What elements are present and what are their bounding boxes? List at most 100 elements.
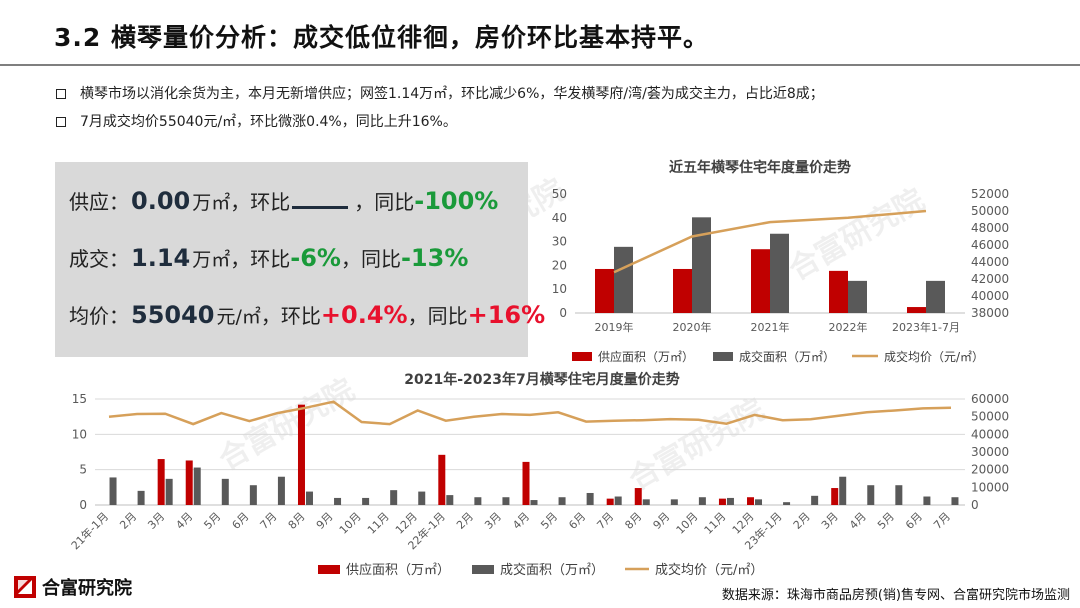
bar-supply [829, 270, 848, 313]
bar-deal [783, 502, 791, 505]
bar-supply [522, 461, 530, 505]
y2-tick-label: 30000 [971, 445, 1009, 459]
y2-tick-label: 10000 [971, 480, 1009, 494]
y-tick-label: 15 [72, 392, 87, 406]
bar-deal [848, 280, 867, 313]
bar-deal [165, 478, 173, 505]
legend-label: 成交面积（万㎡） [739, 349, 835, 364]
x-tick-label: 2019年 [595, 320, 634, 334]
x-tick-label: 21年-1月 [68, 509, 111, 552]
price-line [108, 400, 952, 426]
bullet-text: 7月成交均价55040元/㎡，环比微涨0.4%，同比上升16%。 [80, 114, 457, 130]
x-tick-label: 7月 [931, 510, 953, 532]
kpi-yoy-value: -100% [414, 187, 499, 215]
bar-supply [438, 454, 446, 505]
bar-deal [502, 497, 510, 505]
bar-deal [698, 497, 706, 505]
kpi-deal: 成交： 1.14 万㎡ ，环比 -6% ，同比 -13% [69, 243, 468, 272]
bar-deal [474, 497, 482, 505]
kpi-yoy-label: ，同比 [340, 247, 401, 271]
legend-label: 成交面积（万㎡） [500, 562, 604, 578]
title-divider [0, 64, 1080, 66]
bar-supply [634, 488, 642, 505]
y2-tick-label: 48000 [971, 221, 1009, 235]
x-tick-label: 7月 [258, 510, 280, 532]
kpi-mom-value: -6% [290, 244, 341, 272]
kpi-mom-label: ，环比 [230, 247, 291, 271]
y2-tick-label: 0 [971, 498, 979, 512]
x-tick-label: 9月 [651, 510, 673, 532]
x-tick-label: 11月 [365, 510, 392, 537]
bar-deal [614, 246, 633, 313]
bar-deal [726, 497, 734, 505]
y2-tick-label: 52000 [971, 187, 1009, 201]
kpi-mom-label: ，环比 [260, 304, 321, 328]
kpi-yoy-label: ，同比 [354, 190, 415, 214]
kpi-value: 1.14 [131, 244, 191, 272]
bar-supply [747, 497, 755, 505]
y-tick-label: 20 [552, 258, 567, 272]
x-tick-label: 6月 [903, 510, 925, 532]
kpi-unit: 万㎡ [192, 249, 231, 271]
x-tick-label: 10月 [674, 510, 701, 537]
y2-tick-label: 40000 [971, 427, 1009, 441]
footer-logo: 合富研究院 [14, 574, 132, 600]
bar-deal [895, 485, 903, 505]
x-tick-label: 4月 [173, 510, 195, 532]
no-change-dash [292, 206, 349, 209]
y-tick-label: 30 [552, 235, 567, 249]
bar-deal [446, 495, 454, 505]
kpi-label: 供应： [69, 190, 129, 214]
bar-supply [718, 498, 726, 505]
bar-deal [670, 499, 678, 505]
bullet-item: 横琴市场以消化余货为主，本月无新增供应；网签1.14万㎡，环比减少6%，华发横琴… [56, 80, 824, 108]
y2-tick-label: 46000 [971, 238, 1009, 252]
bar-deal [923, 496, 931, 505]
bar-deal [586, 492, 594, 505]
kpi-mom-value: +0.4% [320, 301, 408, 329]
x-tick-label: 8月 [286, 510, 308, 532]
page-title: 3.2 横琴量价分析：成交低位徘徊，房价环比基本持平。 [54, 23, 709, 52]
x-tick-label: 3月 [482, 510, 504, 532]
legend-swatch [472, 565, 494, 574]
legend-label: 供应面积（万㎡） [346, 562, 450, 578]
x-tick-label: 2月 [454, 510, 476, 532]
kpi-label: 成交： [69, 247, 129, 271]
y2-tick-label: 50000 [971, 410, 1009, 424]
bar-deal [277, 476, 285, 505]
x-tick-label: 2023年1-7月 [892, 320, 960, 334]
bar-deal [614, 496, 622, 505]
bar-deal [770, 233, 789, 313]
y2-tick-label: 40000 [971, 289, 1009, 303]
bar-supply [297, 404, 305, 505]
bar-supply [751, 249, 770, 313]
kpi-yoy-label: ，同比 [407, 304, 468, 328]
y2-tick-label: 60000 [971, 392, 1009, 406]
kpi-yoy-value: +16% [467, 301, 546, 329]
legend-swatch [572, 352, 592, 361]
bar-deal [951, 497, 959, 505]
bar-supply [606, 498, 614, 505]
bullet-text: 横琴市场以消化余货为主，本月无新增供应；网签1.14万㎡，环比减少6%，华发横琴… [80, 86, 824, 102]
x-tick-label: 8月 [622, 510, 644, 532]
kpi-mom-label: ，环比 [230, 190, 291, 214]
x-tick-label: 4月 [510, 510, 532, 532]
x-tick-label: 3月 [145, 510, 167, 532]
legend-swatch [318, 565, 340, 574]
data-source: 数据来源：珠海市商品房预(销)售专网、合富研究院市场监测 [721, 588, 1070, 603]
bullet-item: 7月成交均价55040元/㎡，环比微涨0.4%，同比上升16%。 [56, 108, 824, 136]
x-tick-label: 11月 [702, 510, 729, 537]
bar-deal [305, 491, 313, 505]
kpi-unit: 元/㎡ [216, 306, 261, 328]
legend-swatch [713, 352, 733, 361]
x-tick-label: 3月 [819, 510, 841, 532]
annual-chart: 近五年横琴住宅年度量价走势 0 10 20 30 40 50 38000 40000 42000 4… [552, 159, 1009, 364]
chart-title: 近五年横琴住宅年度量价走势 [669, 159, 851, 176]
y-tick-label: 50 [552, 187, 567, 201]
bar-supply [831, 488, 839, 505]
y2-tick-label: 20000 [971, 463, 1009, 477]
bar-supply [157, 459, 165, 505]
bar-deal [137, 490, 145, 505]
x-tick-label: 7月 [594, 510, 616, 532]
bar-deal [839, 476, 847, 505]
